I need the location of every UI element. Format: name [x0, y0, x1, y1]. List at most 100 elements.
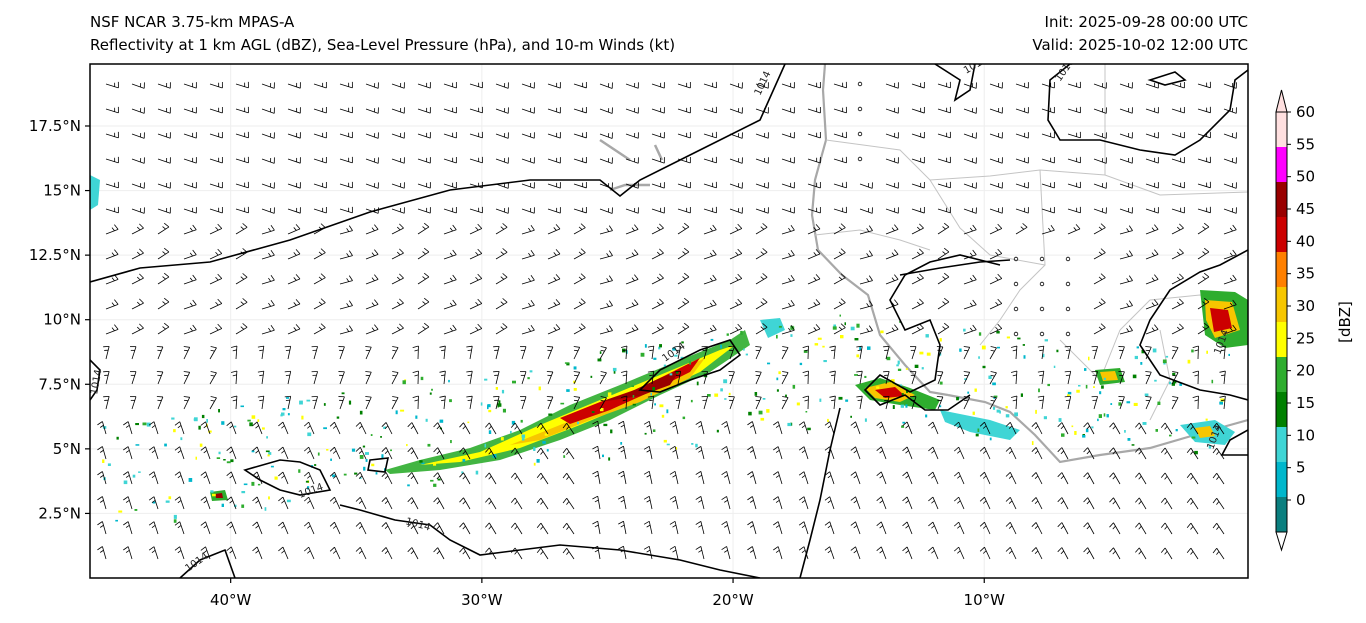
wind-barb-flag	[566, 501, 570, 505]
wind-barb-flag	[804, 374, 809, 377]
wind-barb-shaft	[963, 208, 977, 214]
wind-barb-shaft	[597, 496, 601, 510]
wind-barb-flag	[1151, 277, 1155, 281]
reflectivity-speckle	[1211, 379, 1214, 384]
wind-barb-flag	[1219, 345, 1226, 348]
wind-barb-shaft	[932, 521, 939, 535]
wind-barb-flag	[721, 546, 727, 551]
wind-barb-flag	[358, 425, 363, 429]
wind-barb-shaft	[313, 83, 327, 89]
wind-barb-shaft	[261, 208, 275, 214]
wind-barb-flag	[712, 224, 717, 231]
wind-barb-flag	[618, 495, 624, 500]
wind-barb-flag	[555, 299, 561, 305]
wind-barb-flag	[226, 421, 232, 426]
reflectivity-speckle	[1053, 365, 1056, 368]
wind-barb-flag	[798, 546, 805, 551]
wind-barb-flag	[1060, 450, 1065, 455]
colorbar-segment	[1276, 252, 1287, 287]
wind-barb-flag	[669, 420, 676, 425]
reflectivity-speckle	[359, 410, 363, 415]
wind-barb-flag	[562, 497, 568, 504]
wind-barb-shaft	[313, 327, 326, 335]
wind-barb-shaft	[391, 108, 405, 114]
wind-barb-flag	[724, 499, 728, 503]
wind-barb-shaft	[625, 328, 639, 335]
wind-barb-flag	[1012, 399, 1017, 402]
wind-barb-shaft	[287, 108, 301, 114]
wind-barb-flag	[894, 299, 899, 305]
wind-barb-flag	[747, 471, 753, 476]
wind-barb-shaft	[833, 302, 846, 310]
wind-barb-shaft	[1119, 208, 1133, 214]
wind-barb-flag	[475, 301, 479, 306]
wind-barb-shaft	[597, 421, 601, 435]
wind-barb-flag	[412, 345, 419, 349]
wind-barb-flag	[348, 225, 353, 231]
wind-barb-flag	[99, 549, 104, 553]
wind-barb-flag	[97, 546, 103, 551]
wind-barb-shaft	[1061, 472, 1069, 485]
wind-barb-shaft	[153, 446, 159, 460]
reflectivity-speckle	[803, 350, 808, 353]
wind-barb-flag	[200, 471, 206, 476]
reflectivity-speckle	[762, 398, 766, 400]
wind-barb-flag	[905, 475, 909, 479]
wind-barb-shaft	[179, 421, 185, 435]
wind-barb-flag	[683, 222, 690, 228]
wind-barb-shaft	[677, 108, 691, 114]
wind-barb-flag	[824, 496, 831, 501]
wind-barb-shaft	[334, 497, 341, 510]
wind-barb-flag	[295, 299, 301, 305]
wind-barb-shaft	[807, 83, 821, 89]
wind-barb-flag	[622, 399, 627, 402]
lat-label: 12.5°N	[29, 246, 81, 264]
reflectivity-speckle	[974, 388, 977, 392]
wind-barb-shaft	[963, 329, 977, 335]
wind-barb-flag	[1186, 422, 1192, 429]
wind-barb-flag	[278, 471, 284, 477]
wind-barb-flag	[1212, 547, 1218, 554]
wind-barb-flag	[682, 276, 686, 280]
wind-barb-flag	[659, 273, 664, 279]
wind-barb-flag	[307, 525, 311, 529]
wind-barb-flag	[433, 422, 438, 428]
wind-barb-shaft	[183, 108, 197, 114]
wind-barb-shaft	[599, 280, 613, 285]
wind-barb-flag	[1100, 223, 1106, 228]
wind-barb-flag	[270, 225, 275, 231]
wind-barb-flag	[608, 250, 613, 256]
wind-barb-flag	[747, 521, 753, 526]
wind-barb-flag	[462, 525, 466, 530]
wind-barb-flag	[606, 278, 610, 282]
reflectivity-speckle	[420, 376, 424, 381]
wind-barb-flag	[683, 247, 690, 253]
wind-barb-shaft	[932, 446, 939, 460]
wind-barb-shaft	[1093, 227, 1106, 235]
reflectivity-speckle	[317, 452, 320, 456]
wind-barb-flag	[773, 546, 779, 551]
wind-barb-shaft	[651, 327, 664, 335]
reflectivity-speckle	[1099, 391, 1102, 395]
wind-barb-flag	[798, 521, 805, 526]
reflectivity-speckle	[892, 405, 895, 409]
wind-barb-shaft	[131, 133, 145, 139]
wind-barb-flag	[608, 225, 613, 231]
wind-barb-flag	[125, 549, 130, 553]
wind-barb-flag	[721, 421, 727, 426]
wind-barb-shaft	[700, 546, 705, 560]
colorbar-tick-label: 5	[1296, 459, 1306, 477]
wind-barb-flag	[412, 395, 419, 399]
wind-barb-flag	[510, 447, 516, 453]
wind-barb-shaft	[1190, 422, 1199, 435]
wind-barb-shaft	[937, 208, 951, 214]
wind-barb-flag	[148, 521, 155, 526]
reflectivity-speckle	[381, 454, 384, 459]
wind-barb-shaft	[573, 183, 587, 189]
wind-barb-flag	[203, 425, 208, 429]
wind-barb-flag	[466, 395, 473, 398]
wind-barb-shaft	[1190, 497, 1199, 510]
wind-barb-flag	[969, 302, 973, 307]
wind-barb-shaft	[521, 329, 535, 335]
wind-barb-shaft	[597, 521, 601, 535]
